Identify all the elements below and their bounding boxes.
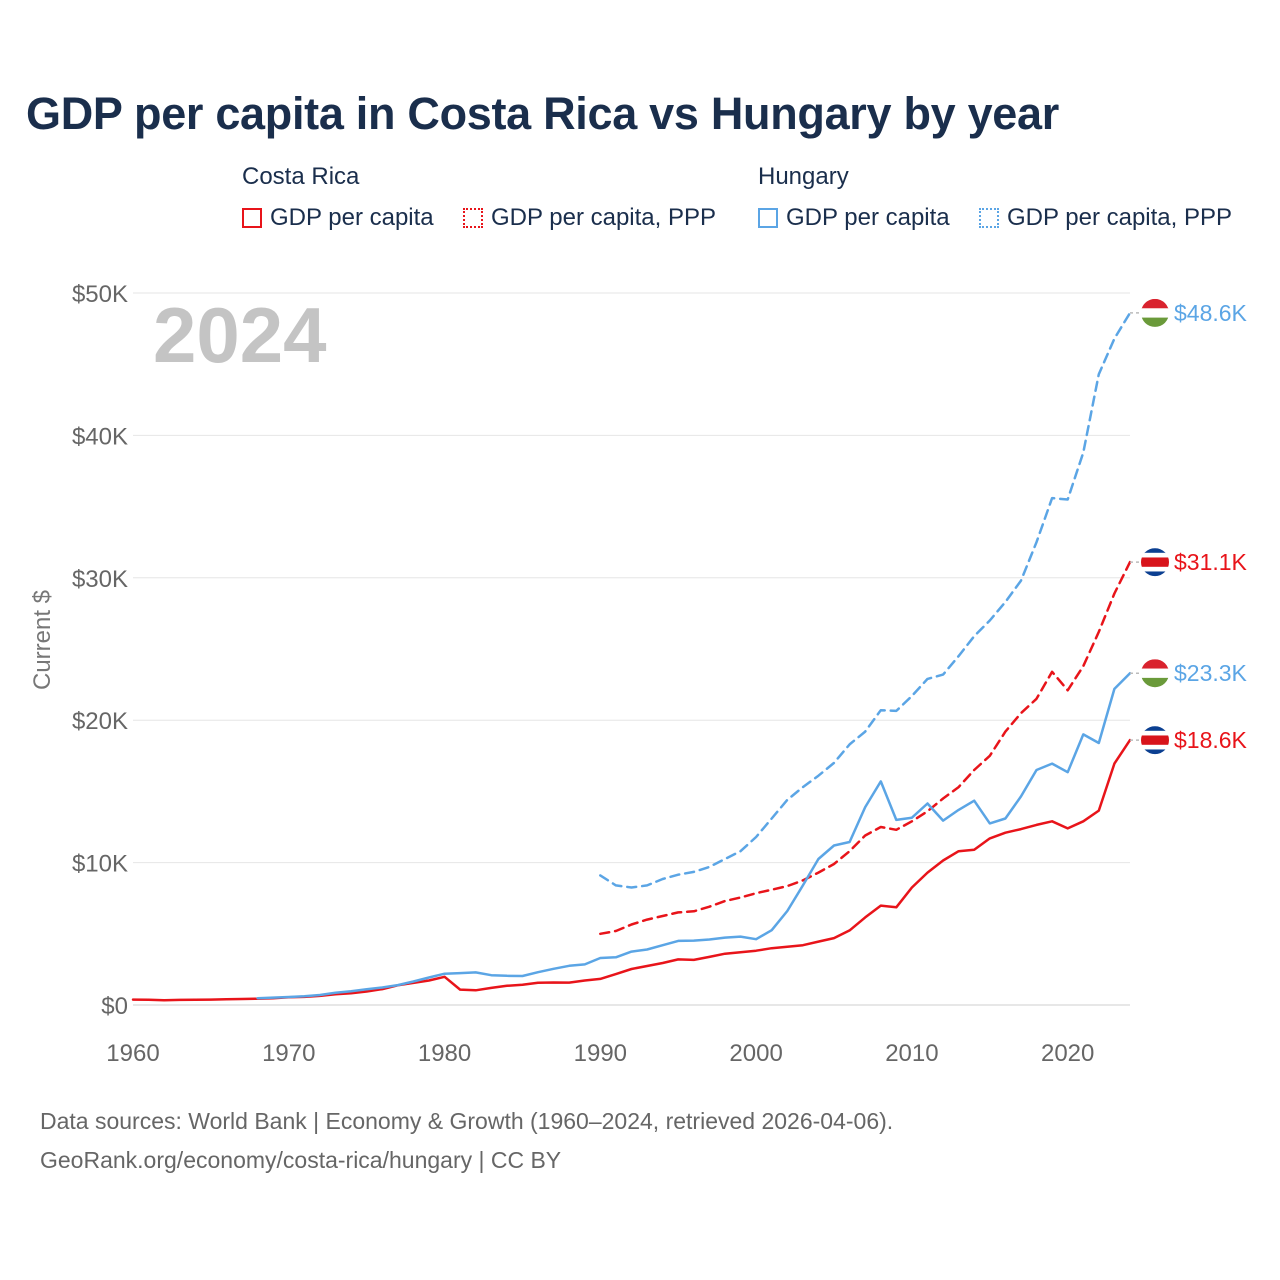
legend-group-costa-rica: Costa Rica [242, 163, 360, 190]
legend-item-hungary-gdp-ppp: GDP per capita, PPP [979, 204, 1232, 232]
legend-label: GDP per capita [270, 204, 434, 231]
legend-swatch [463, 208, 483, 228]
legend-swatch [979, 208, 999, 228]
x-tick-label: 1970 [262, 1040, 315, 1067]
legend-label: GDP per capita [786, 204, 950, 231]
costa-rica-gdp-per-capita-ppp-line [599, 560, 1132, 936]
x-tick-label: 1990 [574, 1040, 627, 1067]
y-tick-label: $40K [72, 423, 128, 450]
y-tick-label: $50K [72, 281, 128, 308]
x-tick-label: 2000 [729, 1040, 782, 1067]
end-value-label: $31.1K [1174, 549, 1248, 575]
y-tick-label: $20K [72, 708, 128, 735]
costa-rica-gdp-per-capita-line [131, 738, 1132, 1002]
end-value-label: $18.6K [1174, 727, 1248, 753]
costa-rica-flag-icon [1141, 548, 1169, 577]
legend-item-costa-rica-gdp-ppp: GDP per capita, PPP [463, 204, 716, 232]
hungary-flag-icon [1141, 298, 1169, 327]
x-tick-label: 1960 [106, 1040, 159, 1067]
legend-swatch [242, 208, 262, 228]
legend-item-costa-rica-gdp: GDP per capita [242, 204, 434, 232]
x-tick-label: 2010 [885, 1040, 938, 1067]
year-label: 2024 [153, 291, 327, 379]
x-tick-label: 2020 [1041, 1040, 1094, 1067]
end-value-label: $48.6K [1174, 300, 1248, 326]
legend-item-hungary-gdp: GDP per capita [758, 204, 950, 232]
x-tick-label: 1980 [418, 1040, 471, 1067]
end-value-label: $23.3K [1174, 660, 1248, 686]
source-line-2: GeoRank.org/economy/costa-rica/hungary |… [40, 1147, 562, 1173]
y-tick-label: $10K [72, 851, 128, 878]
y-axis-label: Current $ [29, 590, 56, 690]
hungary-gdp-per-capita-ppp-line [599, 311, 1132, 889]
hungary-gdp-per-capita-line [256, 671, 1132, 1000]
hungary-flag-icon [1141, 659, 1169, 688]
y-tick-label: $30K [72, 566, 128, 593]
chart-title: GDP per capita in Costa Rica vs Hungary … [26, 88, 1059, 139]
y-tick-label: $0 [101, 993, 128, 1020]
source-line-1: Data sources: World Bank | Economy & Gro… [40, 1108, 894, 1134]
legend-label: GDP per capita, PPP [1007, 204, 1232, 231]
legend-swatch [758, 208, 778, 228]
legend-group-hungary: Hungary [758, 163, 849, 190]
legend-label: GDP per capita, PPP [491, 204, 716, 231]
costa-rica-flag-icon [1141, 726, 1169, 755]
